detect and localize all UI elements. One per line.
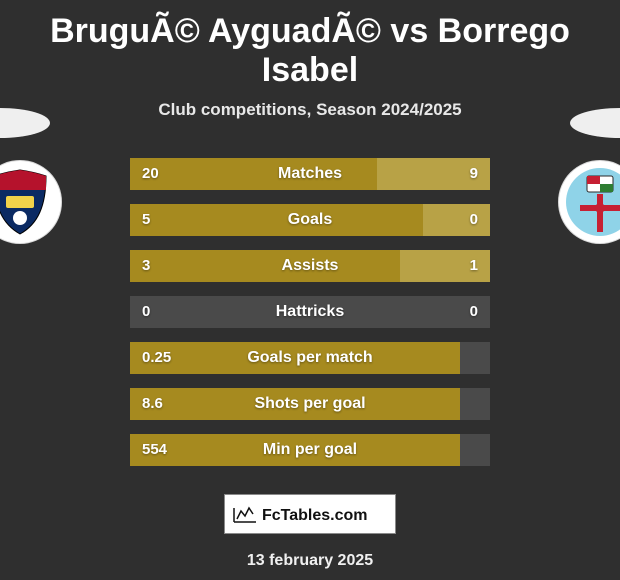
stat-row: 8.6Shots per goal [130, 388, 490, 420]
page-subtitle: Club competitions, Season 2024/2025 [0, 100, 620, 120]
stat-label: Min per goal [130, 434, 490, 466]
brand-text: FcTables.com [262, 507, 368, 524]
stat-row: 00Hattricks [130, 296, 490, 328]
page-title: BruguÃ© AyguadÃ© vs Borrego Isabel [0, 0, 620, 90]
brand-logo[interactable]: FcTables.com [224, 494, 396, 534]
right-ellipse [570, 108, 620, 138]
left-team-crest [0, 160, 62, 244]
stat-row: 554Min per goal [130, 434, 490, 466]
left-player-badge [0, 108, 50, 208]
stat-label: Goals [130, 204, 490, 236]
right-team-crest [558, 160, 620, 244]
left-ellipse [0, 108, 50, 138]
stat-value-left: 0 [142, 296, 150, 328]
stat-label: Goals per match [130, 342, 490, 374]
stat-row: 31Assists [130, 250, 490, 282]
stat-label: Matches [130, 158, 490, 190]
stat-label: Assists [130, 250, 490, 282]
stat-value-left: 20 [142, 158, 159, 190]
stat-value-left: 8.6 [142, 388, 163, 420]
stat-value-left: 5 [142, 204, 150, 236]
fctables-icon: FcTables.com [230, 502, 390, 526]
stat-bars: 209Matches50Goals31Assists00Hattricks0.2… [130, 158, 490, 466]
stat-label: Shots per goal [130, 388, 490, 420]
stat-value-left: 0.25 [142, 342, 171, 374]
crest-levante-icon [0, 166, 56, 238]
stat-row: 50Goals [130, 204, 490, 236]
stat-value-left: 554 [142, 434, 167, 466]
right-player-badge [570, 108, 620, 208]
stat-label: Hattricks [130, 296, 490, 328]
stat-value-left: 3 [142, 250, 150, 282]
crest-celta-icon [564, 166, 620, 238]
stat-row: 209Matches [130, 158, 490, 190]
comparison-date: 13 february 2025 [0, 552, 620, 570]
stat-row: 0.25Goals per match [130, 342, 490, 374]
